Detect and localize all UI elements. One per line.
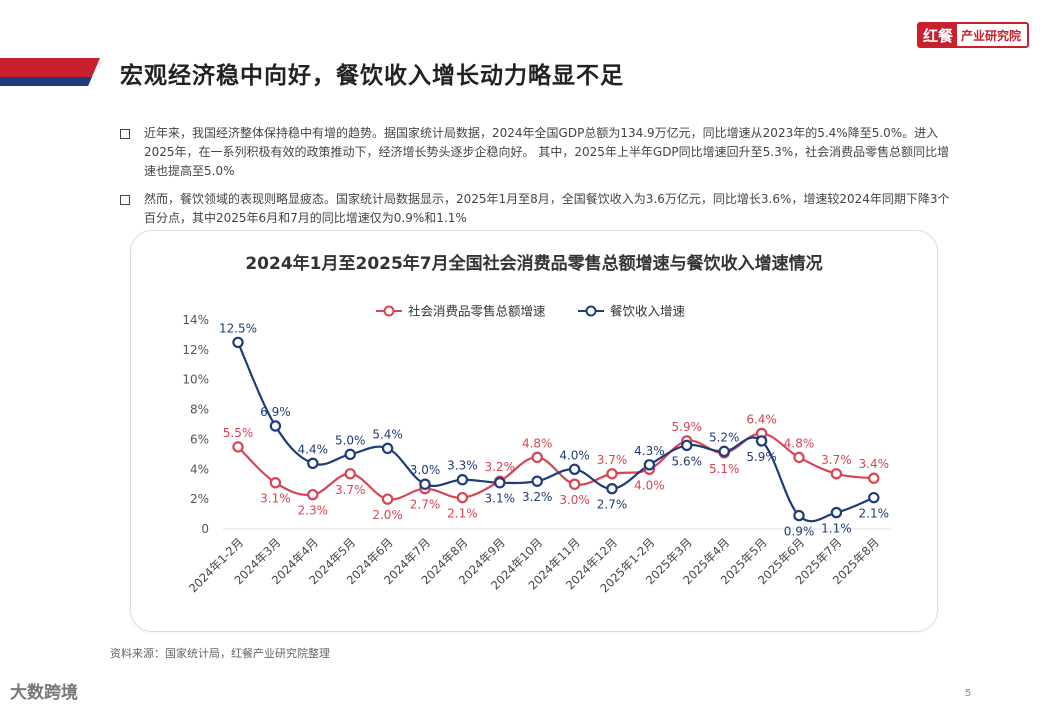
data-point <box>793 509 805 522</box>
data-label: 3.2% <box>522 490 553 504</box>
data-label: 3.1% <box>485 492 516 506</box>
data-point <box>456 491 469 504</box>
data-point <box>344 448 356 461</box>
data-point <box>568 478 581 490</box>
bullet-text: 然而，餐饮领域的表现则略显疲态。国家统计局数据显示，2025年1月至8月，全国餐… <box>144 192 950 225</box>
y-tick-label: 6% <box>190 432 209 446</box>
data-label: 5.6% <box>672 454 703 468</box>
data-point <box>830 468 843 480</box>
y-tick-label: 2% <box>190 492 209 506</box>
y-tick-label: 4% <box>190 462 209 476</box>
data-point <box>269 477 282 489</box>
page-title: 宏观经济稳中向好，餐饮收入增长动力略显不足 <box>120 63 624 89</box>
data-point <box>232 441 244 453</box>
data-point <box>718 445 730 458</box>
data-point <box>344 468 356 480</box>
data-label: 4.8% <box>522 436 553 450</box>
data-label: 4.4% <box>298 442 329 456</box>
brand-logo-text: 产业研究院 <box>961 28 1022 43</box>
legend-label: 餐饮收入增速 <box>610 304 686 319</box>
data-point <box>793 451 805 464</box>
bullet-item: 近年来，我国经济整体保持稳中有增的趋势。据国家统计局数据，2024年全国GDP总… <box>120 124 950 181</box>
series-line <box>237 432 874 501</box>
data-point <box>755 435 768 447</box>
bullet-item: 然而，餐饮领域的表现则略显疲态。国家统计局数据显示，2025年1月至8月，全国餐… <box>120 190 950 228</box>
y-tick-label: 12% <box>182 343 209 357</box>
data-label: 3.7% <box>335 483 366 497</box>
data-point <box>568 463 581 475</box>
data-label: 4.3% <box>634 444 665 458</box>
source-note: 资料来源：国家统计局，红餐产业研究院整理 <box>110 647 330 660</box>
y-tick-label: 0 <box>201 522 209 536</box>
bullet-square-icon <box>120 129 130 139</box>
data-label: 3.4% <box>859 457 890 471</box>
data-label: 1.1% <box>821 522 852 536</box>
data-label: 5.9% <box>672 420 703 434</box>
data-label: 5.4% <box>372 427 403 441</box>
bullet-list: 近年来，我国经济整体保持稳中有增的趋势。据国家统计局数据，2024年全国GDP总… <box>120 124 950 237</box>
chart-title: 2024年1月至2025年7月全国社会消费品零售总额增速与餐饮收入增速情况 <box>245 254 823 274</box>
data-label: 3.0% <box>559 493 590 507</box>
data-label: 5.0% <box>335 433 366 447</box>
data-point <box>381 493 394 505</box>
data-point <box>868 491 880 504</box>
y-tick-label: 14% <box>182 313 209 327</box>
data-label: 0.9% <box>784 525 815 539</box>
title-accent-bar <box>0 58 100 86</box>
data-label: 6.9% <box>260 405 291 419</box>
data-label: 4.0% <box>559 448 590 462</box>
data-point <box>419 478 431 490</box>
series-line <box>236 341 875 523</box>
data-label: 5.9% <box>746 450 777 464</box>
data-point <box>531 451 543 464</box>
data-point <box>606 482 618 495</box>
legend-marker-icon <box>383 305 395 317</box>
data-label: 2.7% <box>410 498 441 512</box>
data-label: 12.5% <box>219 321 257 335</box>
data-label: 2.3% <box>298 504 329 518</box>
data-point <box>531 475 543 487</box>
legend-label: 社会消费品零售总额增速 <box>408 304 546 319</box>
data-label: 3.1% <box>260 492 291 506</box>
data-label: 3.7% <box>821 453 852 467</box>
data-point <box>307 488 319 501</box>
page-number: 5 <box>965 688 972 699</box>
bullet-square-icon <box>120 195 130 205</box>
data-point <box>830 506 843 519</box>
data-point <box>307 457 319 470</box>
footer-watermark: 大数跨境 <box>10 683 78 703</box>
legend-marker-icon <box>585 305 597 317</box>
data-label: 2.1% <box>859 507 890 521</box>
data-point <box>643 459 656 471</box>
data-label: 5.2% <box>709 430 740 444</box>
data-label: 2.1% <box>447 507 478 521</box>
data-point <box>606 468 618 480</box>
data-label: 4.8% <box>784 436 815 450</box>
brand-logo: 红餐 产业研究院 <box>917 22 1029 48</box>
data-point <box>269 420 282 432</box>
brand-logo-mark: 红餐 <box>919 24 958 46</box>
data-label: 3.2% <box>485 460 516 474</box>
y-tick-label: 8% <box>190 403 209 417</box>
data-label: 3.3% <box>447 459 478 473</box>
data-label: 6.4% <box>746 412 777 426</box>
data-label: 3.7% <box>597 453 628 467</box>
data-label: 2.0% <box>372 508 403 522</box>
data-label: 3.0% <box>410 463 441 477</box>
data-point <box>868 472 880 484</box>
bullet-text: 近年来，我国经济整体保持稳中有增的趋势。据国家统计局数据，2024年全国GDP总… <box>144 126 950 178</box>
data-point <box>456 474 469 486</box>
data-point <box>681 439 693 452</box>
data-label: 2.7% <box>597 498 628 512</box>
data-label: 5.1% <box>709 462 740 476</box>
data-label: 4.0% <box>634 478 665 492</box>
line-chart: 02%4%6%8%10%12%14%2024年1-2月2024年3月2024年4… <box>182 304 891 595</box>
data-point <box>494 477 506 489</box>
data-point <box>232 336 244 349</box>
data-label: 5.5% <box>223 426 254 440</box>
x-tick-label: 2024年1-2月 <box>186 535 246 595</box>
data-point <box>381 442 394 455</box>
y-tick-label: 10% <box>182 373 209 387</box>
